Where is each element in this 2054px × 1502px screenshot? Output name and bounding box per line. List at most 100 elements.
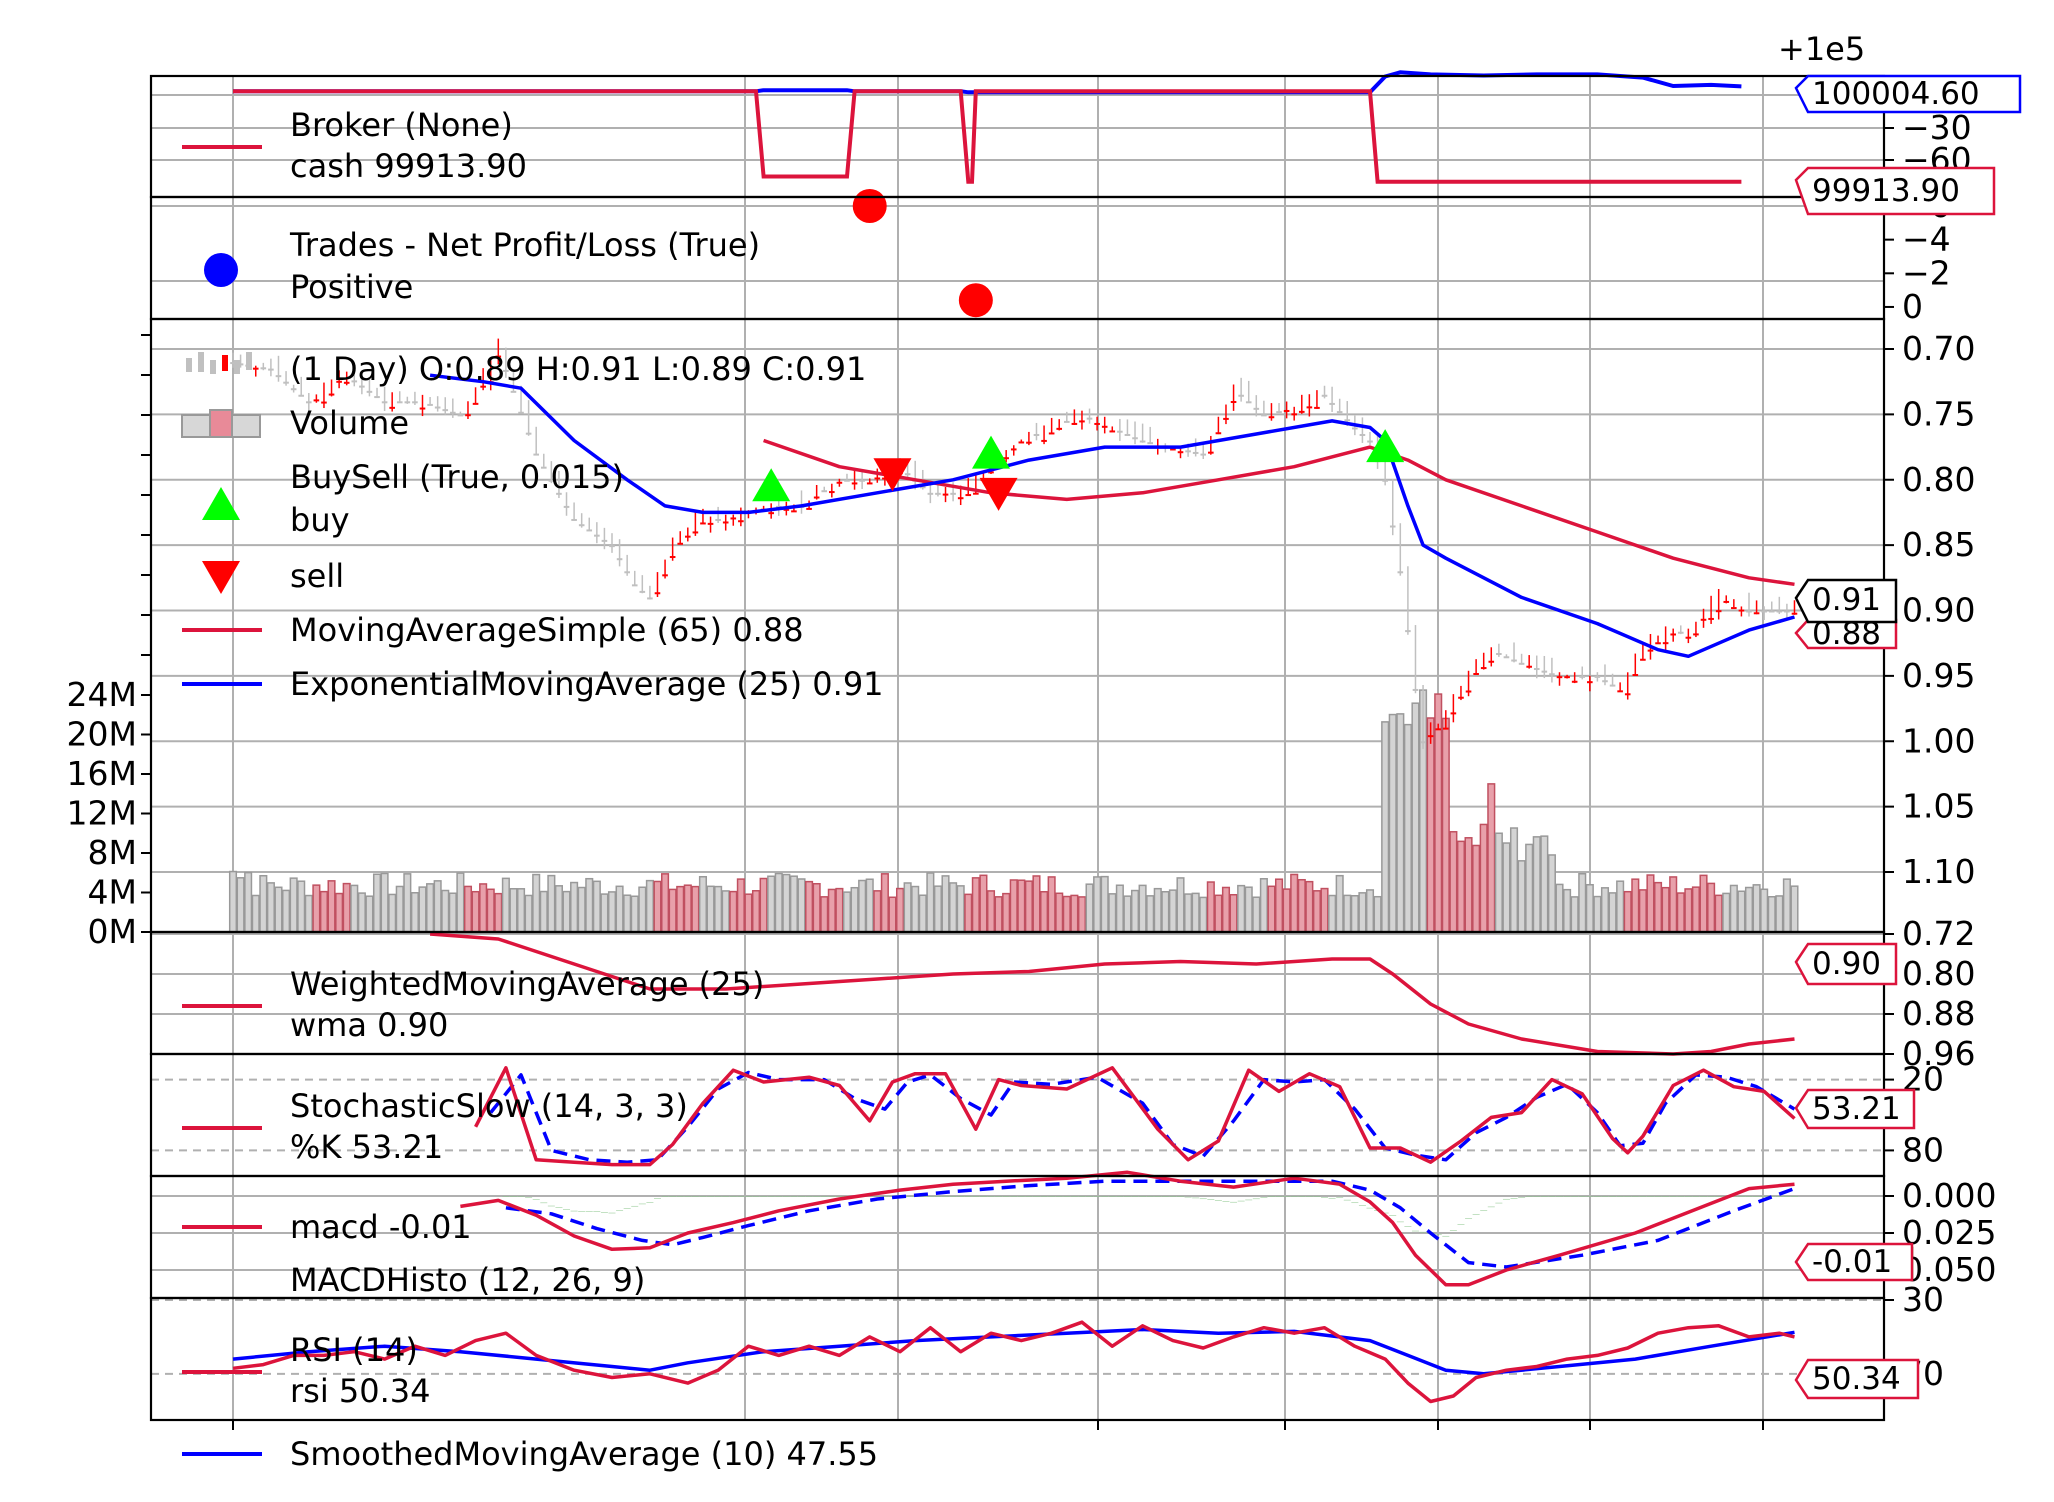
candle-body [1041, 439, 1047, 442]
rsi-legend: RSI (14) rsi 50.34 SmoothedMovingAverage… [182, 1331, 878, 1473]
volume-bar [1100, 875, 1109, 933]
price-tick-label: 0.75 [1902, 394, 1975, 433]
macd-histogram-bar [1146, 1196, 1154, 1197]
candle-body [1329, 402, 1335, 405]
candle-body [1298, 410, 1305, 413]
price-tick-label: 0.90 [1902, 591, 1975, 630]
macd-histogram-bar [1305, 1196, 1313, 1197]
macd-histogram-bar [964, 1196, 972, 1197]
volume-bar [1032, 875, 1041, 933]
candle-body [434, 406, 441, 409]
candle-body [874, 477, 881, 480]
volume-bar [1426, 717, 1435, 933]
volume-tick-label: 16M [67, 754, 137, 793]
candle-body [556, 492, 562, 495]
macd-histogram-bar [775, 1196, 783, 1197]
macd-histogram-bar [729, 1196, 737, 1197]
volume-bar [282, 889, 291, 933]
macd-histogram-bar [1457, 1224, 1465, 1225]
volume-bar [1487, 783, 1496, 933]
macd-line [460, 1170, 1795, 1287]
candle-body [1245, 401, 1252, 404]
candle-body [685, 535, 691, 538]
candle-body [1715, 610, 1722, 613]
macd-tick-label: 0.000 [1902, 1176, 1996, 1215]
candle-body [1268, 416, 1275, 419]
volume-bar [554, 885, 563, 933]
volume-bar [1002, 892, 1011, 933]
candle-body [366, 390, 373, 393]
candle-body [1564, 676, 1570, 679]
volume-bar [714, 885, 723, 933]
candle-body [283, 381, 289, 384]
macd-histogram-bar [1442, 1235, 1450, 1237]
volume-bar [1578, 872, 1587, 933]
volume-bar [1396, 713, 1405, 933]
macd-histogram-bar [1624, 1196, 1632, 1197]
macd-histogram-bar [798, 1196, 805, 1197]
candle-body [1526, 665, 1532, 668]
volume-bar [365, 895, 374, 933]
macd-histogram-bar [585, 1211, 593, 1212]
candle-body [563, 505, 570, 508]
macd-histogram-bar [1775, 1196, 1783, 1197]
volume-bar [1729, 884, 1738, 933]
candle-body [1753, 612, 1760, 615]
candle-body [1768, 610, 1775, 613]
macd-histogram-bar [547, 1205, 555, 1207]
volume-bar [1381, 721, 1390, 933]
volume-bar [820, 896, 829, 933]
candle-body [950, 492, 956, 495]
candle-body [1405, 630, 1411, 633]
volume-bar [1221, 886, 1231, 933]
candle-body [859, 479, 865, 482]
candle-body [601, 539, 608, 542]
candle-body [707, 522, 714, 525]
smma-line [232, 1327, 1795, 1376]
volume-tick-label: 4M [88, 873, 137, 912]
candle-body [412, 401, 418, 404]
candle-body [738, 520, 744, 523]
volume-bar [1441, 717, 1450, 933]
rsi-legend-label: RSI (14) [290, 1331, 418, 1369]
candle-body [957, 497, 964, 500]
wma-legend-label: WeightedMovingAverage (25) [290, 965, 764, 1003]
volume-bar [433, 880, 442, 933]
macd-histogram-bar [972, 1196, 980, 1197]
smma-legend-label: SmoothedMovingAverage (10) 47.55 [290, 1435, 878, 1473]
candle-body [1556, 676, 1563, 679]
volume-bar [1684, 888, 1693, 933]
wma-tick-label: 0.72 [1902, 914, 1975, 953]
volume-bar [1229, 893, 1238, 933]
volume-bar [357, 892, 366, 933]
candle-body [594, 534, 600, 537]
volume-bar [956, 885, 965, 933]
candle-body [275, 375, 282, 378]
volume-bar [1153, 887, 1162, 933]
volume-bar [1472, 844, 1481, 933]
macd-histogram-bar [1313, 1196, 1321, 1197]
candle-body [1723, 600, 1730, 603]
candle-body [1533, 668, 1540, 671]
candle-body [374, 396, 380, 399]
volume-bar [532, 873, 541, 933]
macd-histogram-bar [1502, 1198, 1510, 1200]
candle-body [1784, 610, 1790, 613]
candle-body [616, 558, 623, 561]
macd-histogram-bar [1571, 1196, 1579, 1197]
stochastic-legend: StochasticSlow (14, 3, 3) %K 53.21 [182, 1087, 688, 1166]
candle-body [654, 592, 661, 595]
volume-bar [524, 894, 533, 933]
macd-histogram-bar [1063, 1196, 1071, 1197]
candle-body [1056, 427, 1063, 430]
macd-histogram-bar [1487, 1206, 1495, 1208]
volume-bar [509, 888, 518, 933]
volume-bar [1699, 874, 1708, 933]
candle-body [813, 496, 820, 499]
volume-bar [653, 880, 662, 933]
volume-bar [744, 893, 753, 933]
volume-bar [1623, 890, 1632, 933]
candle-body [252, 367, 259, 370]
macd-histogram-bar [1669, 1196, 1677, 1197]
candle-body [1132, 437, 1138, 440]
